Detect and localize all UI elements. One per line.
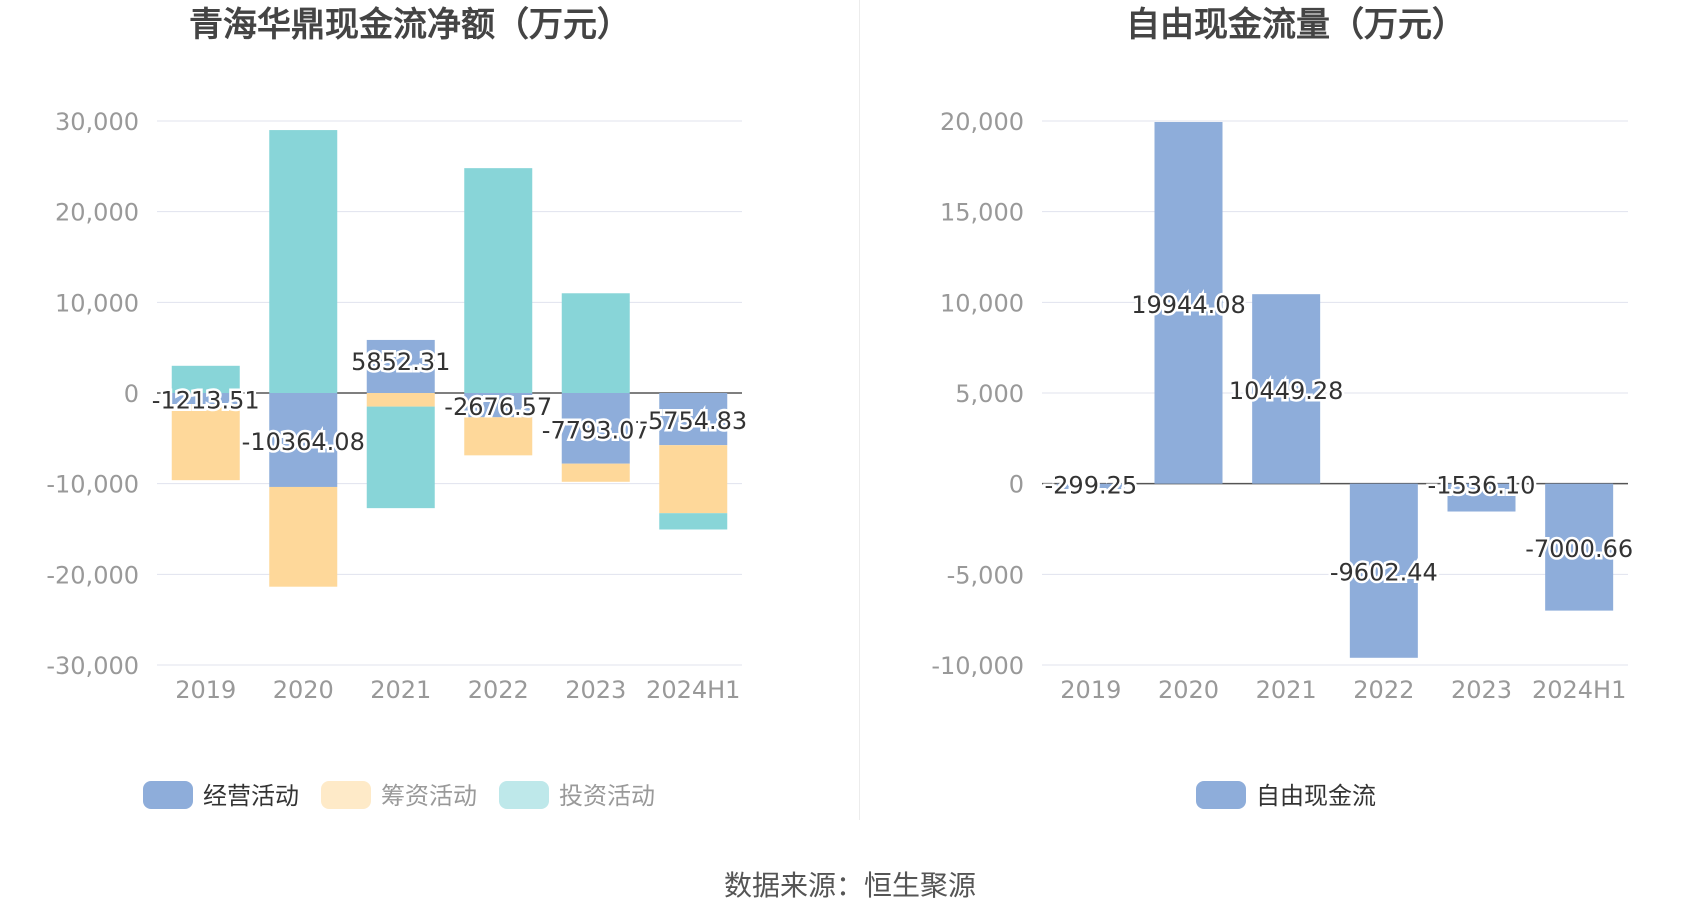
bar-operating-2019: [171, 393, 240, 405]
bar-investing-2022: [464, 168, 533, 393]
bar-investing-2019: [171, 365, 240, 393]
legend-item-financing[interactable]: 筹资活动: [321, 781, 477, 810]
y-tick-label: 10,000: [55, 289, 139, 317]
x-tick-label: 2023: [1451, 676, 1512, 704]
y-tick-label: -30,000: [46, 652, 139, 680]
x-tick-label: 2021: [370, 676, 431, 704]
bar-investing-2024H1: [659, 513, 728, 530]
data-label: -7793.07: [542, 416, 650, 444]
data-label: -10364.08: [242, 428, 365, 456]
bar-operating-2023: [561, 393, 630, 464]
y-tick-label: 20,000: [940, 108, 1024, 136]
x-tick-label: 2020: [1158, 676, 1219, 704]
bar-financing-2023: [561, 463, 630, 482]
chart-title: 自由现金流量（万元）: [1126, 5, 1466, 45]
legend-item-investing[interactable]: 投资活动: [499, 781, 655, 810]
x-tick-label: 2019: [175, 676, 236, 704]
cash-flow-chart: 青海华鼎现金流净额（万元） 30,000 20,000 10,000 0 -10,000 -…: [46, 5, 749, 810]
free-cash-flow-chart: 自由现金流量（万元） 20,000 15,000 10,000 5,000 0 -5,000…: [931, 5, 1635, 810]
x-tick-label: 2022: [1353, 676, 1414, 704]
bar-fcf-2022: [1349, 483, 1418, 658]
data-label: 5852.31: [351, 348, 450, 376]
y-tick-label: -10,000: [46, 471, 139, 499]
x-tick-label: 2021: [1256, 676, 1317, 704]
legend-swatch: [1196, 781, 1246, 809]
x-tick-label: 2019: [1060, 676, 1121, 704]
bar-financing-2021: [366, 393, 435, 407]
legend-swatch: [321, 781, 371, 809]
x-tick-label: 2020: [273, 676, 334, 704]
y-tick-label: -20,000: [46, 561, 139, 589]
legend-swatch: [499, 781, 549, 809]
data-label: -1536.10: [1428, 472, 1536, 500]
legend-label: 投资活动: [559, 782, 655, 810]
data-label: 10449.28: [1229, 377, 1344, 405]
bar-fcf-2024H1: [1545, 483, 1614, 611]
bar-investing-2021: [366, 406, 435, 509]
bar-operating-2021: [366, 339, 435, 393]
bar-operating-2022: [464, 393, 533, 418]
legend-item-operating[interactable]: 经营活动: [143, 781, 299, 810]
x-tick-label: 2022: [468, 676, 529, 704]
chart-title: 青海华鼎现金流净额（万元）: [189, 5, 631, 45]
data-label: -2676.57: [444, 393, 552, 421]
x-tick-label: 2024H1: [646, 676, 740, 704]
bar-financing-2020: [269, 486, 338, 587]
y-tick-label: 30,000: [55, 108, 139, 136]
data-label: -299.25: [1045, 472, 1138, 500]
bar-operating-2020: [269, 393, 338, 487]
legend-label: 经营活动: [203, 782, 299, 810]
bar-fcf-2023: [1447, 483, 1516, 512]
x-tick-label: 2023: [565, 676, 626, 704]
data-label: -5754.83: [639, 407, 747, 435]
legend-label: 自由现金流: [1256, 782, 1376, 810]
bar-financing-2024H1: [659, 445, 728, 514]
legend-label: 筹资活动: [381, 782, 477, 810]
x-tick-label: 2024H1: [1532, 676, 1626, 704]
data-label: -9602.44: [1330, 559, 1438, 587]
data-source-note: 数据来源：恒生聚源: [723, 869, 976, 902]
bar-fcf-2019: [1056, 483, 1125, 490]
y-tick-label: 0: [1009, 471, 1024, 499]
bar-operating-2024H1: [659, 393, 728, 446]
data-label: -1213.51: [152, 387, 260, 415]
bar-financing-2019: [171, 404, 240, 481]
y-tick-label: -10,000: [931, 652, 1024, 680]
y-tick-label: 15,000: [940, 199, 1024, 227]
y-tick-label: 0: [124, 380, 139, 408]
bar-investing-2020: [269, 130, 338, 394]
data-label: 19944.08: [1131, 291, 1246, 319]
y-tick-label: -5,000: [947, 561, 1024, 589]
y-tick-label: 20,000: [55, 199, 139, 227]
legend-swatch: [143, 781, 193, 809]
bar-fcf-2021: [1252, 294, 1321, 484]
data-label: -7000.66: [1525, 535, 1633, 563]
y-tick-label: 10,000: [940, 289, 1024, 317]
bar-fcf-2020: [1154, 122, 1223, 484]
bar-financing-2022: [464, 417, 533, 456]
chart-divider: [859, 0, 860, 820]
y-tick-label: 5,000: [955, 380, 1024, 408]
legend-item-fcf[interactable]: 自由现金流: [1196, 781, 1376, 810]
bar-investing-2023: [561, 293, 630, 393]
